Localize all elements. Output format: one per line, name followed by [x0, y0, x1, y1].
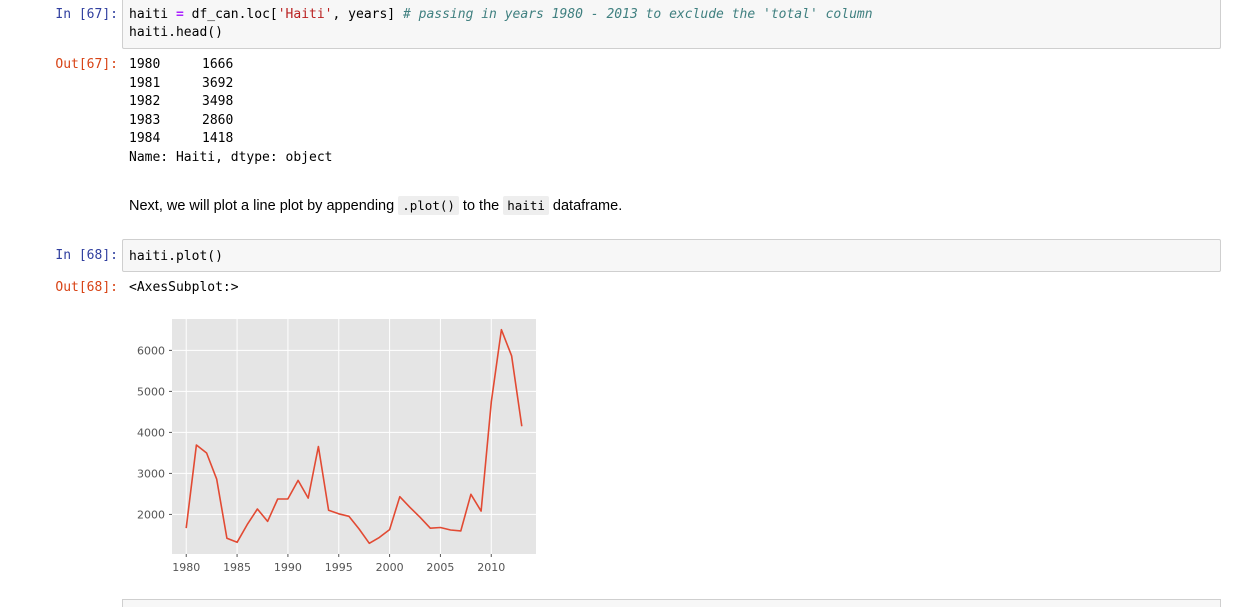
- output-text-68: <AxesSubplot:>: [129, 280, 239, 295]
- series-row: 1980 1666: [129, 56, 233, 75]
- series-index: 1984: [129, 131, 161, 147]
- x-tick-label: 2005: [426, 561, 454, 574]
- x-tick-label: 2010: [477, 561, 505, 574]
- x-tick-label: 1980: [172, 561, 200, 574]
- series-value: 2860: [202, 112, 234, 128]
- x-tick-label: 1985: [223, 561, 251, 574]
- output-prompt-67: Out[67]:: [55, 57, 118, 72]
- y-tick-label: 4000: [137, 426, 165, 439]
- series-row: 1982 3498: [129, 93, 233, 112]
- y-tick-label: 2000: [137, 508, 165, 521]
- output-prompt-68: Out[68]:: [55, 280, 118, 295]
- code-line-1: haiti = df_can.loc['Haiti', years] # pas…: [129, 7, 873, 22]
- series-index: 1980: [129, 57, 161, 72]
- series-row: 1984 1418: [129, 130, 233, 149]
- line-chart: 1980 1985 1990 1995 2000 2005 2010 2000 3000 4000…: [137, 319, 536, 574]
- series-row: 1983 2860: [129, 112, 233, 131]
- y-tick-label: 5000: [137, 385, 165, 398]
- plot-area: [172, 319, 536, 554]
- series-index: 1983: [129, 112, 161, 128]
- series-line: [185, 328, 523, 545]
- y-tick-label: 6000: [137, 344, 165, 357]
- series-value: 3692: [202, 75, 234, 91]
- code-input-67[interactable]: haiti = df_can.loc['Haiti', years] # pas…: [122, 0, 1221, 49]
- input-prompt-68: In [68]:: [55, 248, 118, 263]
- inline-code-plot: .plot(): [398, 196, 459, 215]
- input-prompt-67: In [67]:: [55, 7, 118, 22]
- y-tick-label: 3000: [137, 467, 165, 480]
- series-value: 1666: [202, 57, 234, 72]
- code-line: haiti.plot(): [129, 249, 223, 264]
- x-tick-label: 1995: [325, 561, 353, 574]
- x-tick-label: 1990: [274, 561, 302, 574]
- x-tick-label: 2000: [376, 561, 404, 574]
- code-line-2: haiti.head(): [129, 25, 223, 40]
- series-value: 3498: [202, 94, 234, 110]
- inline-code-haiti: haiti: [503, 196, 549, 215]
- next-code-input[interactable]: [122, 599, 1221, 607]
- series-footer: Name: Haiti, dtype: object: [129, 150, 333, 165]
- markdown-text: Next, we will plot a line plot by append…: [129, 196, 623, 215]
- series-index: 1981: [129, 75, 161, 91]
- code-input-68[interactable]: haiti.plot(): [122, 239, 1221, 272]
- series-row: 1981 3692: [129, 75, 233, 94]
- series-index: 1982: [129, 94, 161, 110]
- series-value: 1418: [202, 131, 234, 147]
